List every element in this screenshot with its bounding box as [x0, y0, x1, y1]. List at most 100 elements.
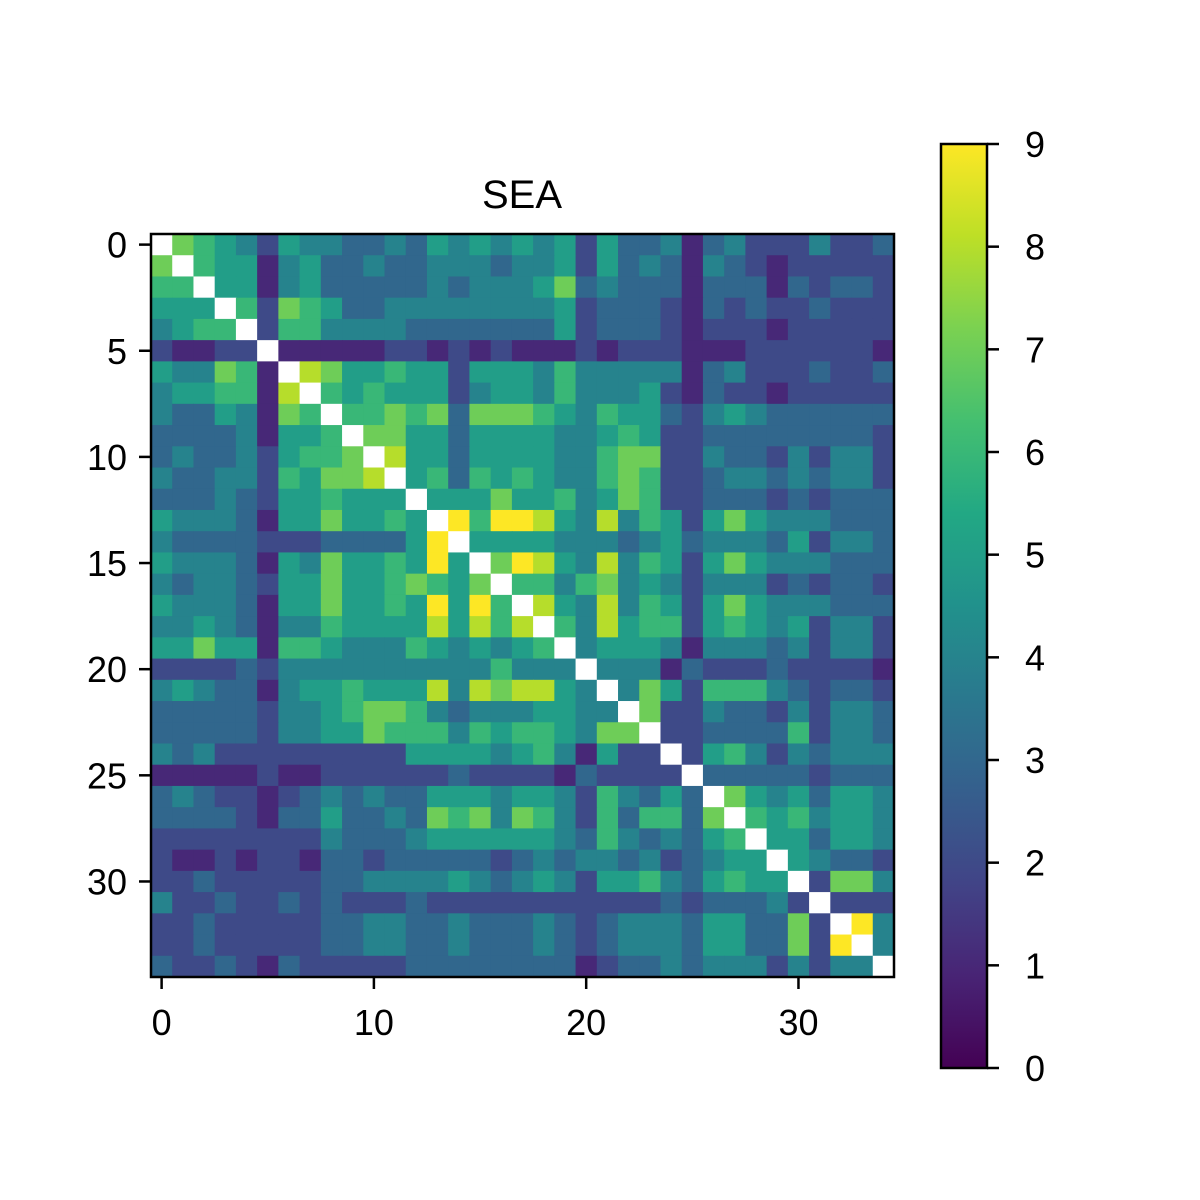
heatmap-cell — [724, 764, 746, 787]
heatmap-cell — [342, 934, 364, 957]
heatmap-cell — [618, 828, 640, 851]
heatmap-cell — [342, 828, 364, 851]
heatmap-cell — [363, 679, 386, 702]
heatmap-cell — [872, 913, 895, 936]
heatmap-cell — [235, 743, 258, 766]
heatmap-cell — [702, 637, 725, 660]
heatmap-cell — [405, 573, 428, 596]
heatmap-cell — [639, 488, 662, 511]
heatmap-cell — [618, 509, 640, 532]
colorbar-tick-label: 4 — [1025, 637, 1045, 678]
heatmap-cell — [172, 658, 195, 681]
heatmap-cell — [681, 955, 704, 978]
heatmap-cell — [490, 552, 513, 575]
heatmap-cell — [639, 467, 662, 490]
heatmap-cell — [214, 913, 237, 936]
heatmap-cell — [766, 425, 789, 447]
heatmap-cell — [172, 403, 195, 426]
heatmap-cell — [745, 488, 768, 511]
heatmap-cell — [151, 764, 173, 787]
heatmap-cell — [299, 679, 322, 702]
heatmap-cell — [702, 658, 725, 681]
heatmap-cell — [830, 892, 853, 914]
heatmap-cell — [809, 446, 831, 469]
heatmap-cell — [872, 446, 895, 469]
heatmap-cell — [320, 318, 343, 341]
heatmap-cell — [533, 870, 555, 893]
heatmap-cell — [257, 616, 279, 638]
heatmap-cell — [151, 552, 173, 575]
heatmap-cell — [214, 870, 237, 893]
heatmap-cell — [193, 552, 216, 575]
heatmap-cell — [533, 361, 555, 384]
heatmap-cell — [533, 701, 555, 723]
heatmap-cell — [172, 255, 195, 278]
heatmap-cell — [511, 531, 534, 554]
heatmap-cell — [320, 913, 343, 936]
heatmap-cell — [596, 403, 619, 426]
heatmap-cell — [809, 934, 831, 957]
heatmap-cell — [787, 276, 810, 299]
heatmap-cell — [426, 361, 449, 384]
heatmap-cell — [554, 488, 577, 511]
heatmap-cell — [724, 234, 746, 256]
heatmap-cell — [830, 658, 853, 681]
heatmap-cell — [363, 552, 386, 575]
heatmap-cell — [320, 807, 343, 829]
heatmap-cell — [660, 722, 683, 745]
heatmap-cell — [554, 785, 577, 808]
heatmap-cell — [575, 955, 598, 978]
heatmap-cell — [320, 509, 343, 532]
heatmap-cell — [405, 509, 428, 532]
heatmap-cell — [745, 679, 768, 702]
heatmap-cell — [469, 934, 492, 957]
heatmap-cell — [448, 785, 471, 808]
heatmap-cell — [766, 446, 789, 469]
heatmap-cell — [278, 234, 301, 256]
heatmap-cell — [809, 870, 831, 893]
heatmap-cell — [533, 488, 555, 511]
heatmap-cell — [235, 403, 258, 426]
heatmap-cell — [660, 637, 683, 660]
heatmap-cell — [214, 509, 237, 532]
heatmap-cell — [405, 913, 428, 936]
heatmap-cell — [363, 722, 386, 745]
heatmap-cell — [830, 701, 853, 723]
heatmap-cell — [830, 573, 853, 596]
heatmap-cell — [235, 552, 258, 575]
heatmap-cell — [639, 552, 662, 575]
heatmap-cell — [363, 509, 386, 532]
heatmap-cell — [830, 934, 853, 957]
heatmap-cell — [405, 255, 428, 278]
heatmap-cell — [448, 509, 471, 532]
heatmap-cell — [363, 616, 386, 638]
heatmap-cell — [724, 616, 746, 638]
heatmap-cell — [257, 637, 279, 660]
heatmap-cell — [151, 340, 173, 362]
heatmap-cell — [787, 913, 810, 936]
heatmap-cell — [426, 679, 449, 702]
heatmap-cell — [469, 446, 492, 469]
heatmap-cell — [639, 658, 662, 681]
heatmap-cell — [745, 913, 768, 936]
heatmap-cell — [702, 425, 725, 447]
heatmap-cell — [575, 870, 598, 893]
heatmap-cell — [193, 807, 216, 829]
heatmap-cell — [384, 403, 407, 426]
heatmap-cell — [363, 658, 386, 681]
heatmap-cell — [681, 552, 704, 575]
heatmap-cell — [533, 318, 555, 341]
heatmap-cell — [575, 616, 598, 638]
heatmap-cell — [299, 255, 322, 278]
heatmap-cell — [299, 870, 322, 893]
heatmap-cell — [193, 785, 216, 808]
heatmap-cell — [702, 340, 725, 362]
heatmap-cell — [193, 297, 216, 320]
heatmap-cell — [320, 594, 343, 617]
heatmap-cell — [702, 467, 725, 490]
heatmap-cell — [596, 637, 619, 660]
heatmap-cell — [214, 892, 237, 914]
heatmap-cell — [681, 340, 704, 362]
heatmap-cell — [702, 892, 725, 914]
heatmap-cell — [193, 382, 216, 405]
